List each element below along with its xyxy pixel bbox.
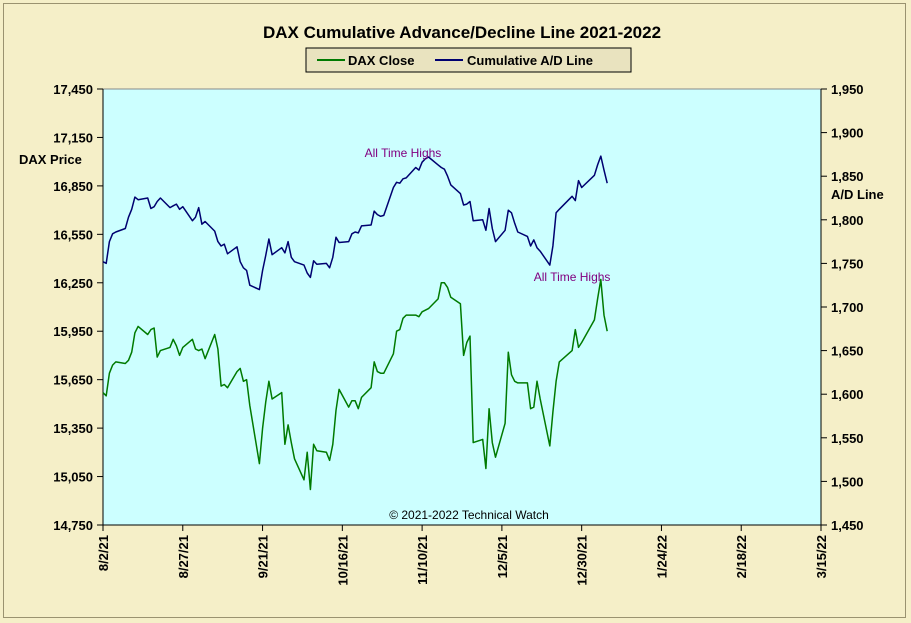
right-axis-tick-label: 1,500 — [831, 474, 864, 489]
annotation-all-time-highs: All Time Highs — [365, 146, 442, 160]
x-axis-ticks: 8/2/21 8/27/21 9/21/21 10/16/21 11/10/21 12/5… — [96, 525, 829, 586]
right-axis-label: A/D Line — [831, 187, 884, 202]
left-axis-tick-label: 17,450 — [53, 82, 93, 97]
right-axis-tick-label: 1,650 — [831, 344, 864, 359]
legend: DAX Close Cumulative A/D Line — [305, 47, 632, 73]
plot-area — [102, 88, 822, 526]
legend-label-dax-close: DAX Close — [348, 53, 414, 68]
copyright-notice: © 2021-2022 Technical Watch — [389, 508, 549, 522]
right-axis-tick-label: 1,950 — [831, 82, 864, 97]
right-axis-ticks: 1,450 1,500 1,550 1,600 1,650 1,700 1,750 1,800… — [821, 82, 864, 533]
x-axis-tick-label: 12/5/21 — [495, 535, 510, 578]
right-axis-tick-label: 1,450 — [831, 518, 864, 533]
x-axis-tick-label: 9/21/21 — [256, 535, 271, 578]
chart-title: DAX Cumulative Advance/Decline Line 2021… — [263, 23, 661, 42]
left-axis-tick-label: 16,550 — [53, 227, 93, 242]
left-axis-ticks: 14,750 15,050 15,350 15,650 15,950 16,250 16,5… — [53, 82, 103, 533]
legend-label-ad-line: Cumulative A/D Line — [467, 53, 593, 68]
right-axis-tick-label: 1,850 — [831, 169, 864, 184]
left-axis-tick-label: 14,750 — [53, 518, 93, 533]
x-axis-tick-label: 8/2/21 — [96, 535, 111, 571]
chart-frame: DAX Cumulative Advance/Decline Line 2021… — [3, 3, 906, 618]
left-axis-tick-label: 15,350 — [53, 421, 93, 436]
annotations: All Time Highs All Time Highs — [365, 146, 611, 284]
left-axis-tick-label: 15,650 — [53, 373, 93, 388]
series-line-dax-close — [102, 278, 608, 491]
x-axis-tick-label: 3/15/22 — [814, 535, 829, 578]
left-axis-tick-label: 17,150 — [53, 130, 93, 145]
right-axis-tick-label: 1,600 — [831, 387, 864, 402]
left-axis-label: DAX Price — [19, 152, 82, 167]
left-axis-tick-label: 16,250 — [53, 276, 93, 291]
right-axis-tick-label: 1,750 — [831, 256, 864, 271]
right-axis-tick-label: 1,800 — [831, 213, 864, 228]
left-axis-tick-label: 15,050 — [53, 470, 93, 485]
legend-box — [305, 47, 632, 73]
x-axis-tick-label: 12/30/21 — [575, 535, 590, 586]
right-axis-tick-label: 1,700 — [831, 300, 864, 315]
right-axis-tick-label: 1,900 — [831, 126, 864, 141]
x-axis-tick-label: 2/18/22 — [734, 535, 749, 578]
x-axis-tick-label: 11/10/21 — [415, 535, 430, 585]
left-axis-tick-label: 16,850 — [53, 179, 93, 194]
dax-advance-decline-chart: DAX Cumulative Advance/Decline Line 2021… — [19, 23, 884, 586]
left-axis-tick-label: 15,950 — [53, 324, 93, 339]
annotation-all-time-highs: All Time Highs — [534, 270, 611, 284]
x-axis-tick-label: 1/24/22 — [654, 535, 669, 578]
right-axis-tick-label: 1,550 — [831, 431, 864, 446]
x-axis-tick-label: 10/16/21 — [335, 535, 350, 586]
x-axis-tick-label: 8/27/21 — [176, 535, 191, 578]
series-line-cumulative-ad — [102, 155, 608, 291]
